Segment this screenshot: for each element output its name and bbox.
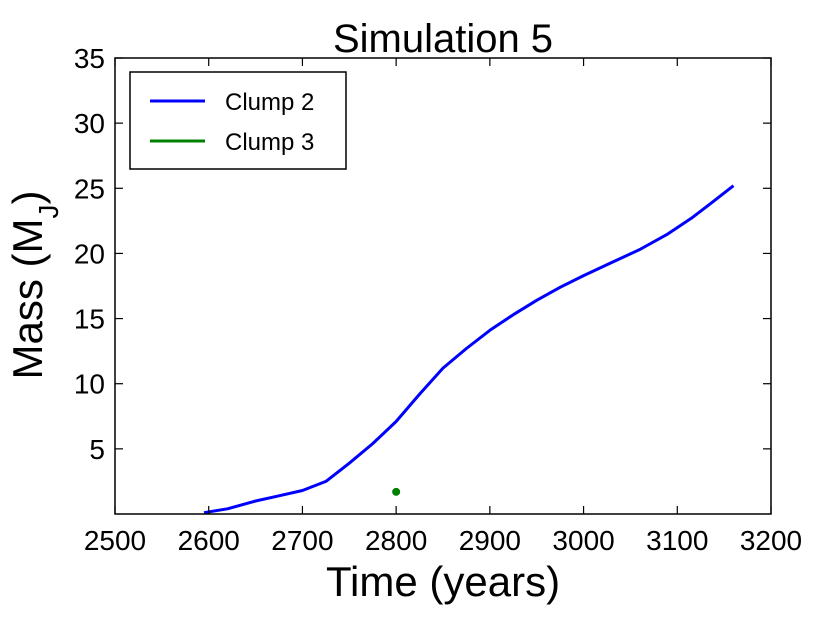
y-tick-label: 10 bbox=[74, 369, 105, 400]
chart-title: Simulation 5 bbox=[333, 17, 553, 61]
legend-label-clump-2: Clump 2 bbox=[225, 89, 314, 116]
series-clump-2-line bbox=[203, 184, 735, 515]
x-tick-label: 2500 bbox=[84, 525, 146, 556]
y-axis-title-close: ) bbox=[4, 191, 51, 205]
legend-label-clump-3: Clump 3 bbox=[225, 129, 314, 156]
series-clump-3-point bbox=[392, 487, 401, 496]
x-tick-label: 2900 bbox=[459, 525, 521, 556]
svg-text:Mass (MJ): Mass (MJ) bbox=[4, 191, 64, 380]
y-tick-label: 25 bbox=[74, 173, 105, 204]
legend-box bbox=[129, 71, 347, 170]
x-tick-label: 3200 bbox=[740, 525, 802, 556]
y-tick-label: 30 bbox=[74, 108, 105, 139]
y-axis-title-subscript: J bbox=[33, 205, 64, 219]
y-axis-title-main: Mass (M bbox=[4, 219, 51, 380]
x-tick-label: 3000 bbox=[552, 525, 614, 556]
legend: Clump 2 Clump 3 bbox=[129, 71, 347, 170]
x-tick-label: 2600 bbox=[178, 525, 240, 556]
y-axis-title: Mass (MJ) bbox=[4, 191, 64, 380]
y-tick-label: 15 bbox=[74, 304, 105, 335]
y-tick-label: 20 bbox=[74, 238, 105, 269]
axis-ticks: 2500 2600 2700 2800 2900 3000 3100 3200 5 10 15 20 2… bbox=[74, 43, 802, 556]
x-axis-title: Time (years) bbox=[326, 558, 560, 605]
y-tick-label: 5 bbox=[89, 434, 105, 465]
plot-data bbox=[203, 184, 735, 515]
plot-frame bbox=[114, 57, 772, 515]
x-tick-label: 3100 bbox=[646, 525, 708, 556]
x-tick-label: 2800 bbox=[365, 525, 427, 556]
y-tick-label: 35 bbox=[74, 43, 105, 74]
x-tick-label: 2700 bbox=[271, 525, 333, 556]
